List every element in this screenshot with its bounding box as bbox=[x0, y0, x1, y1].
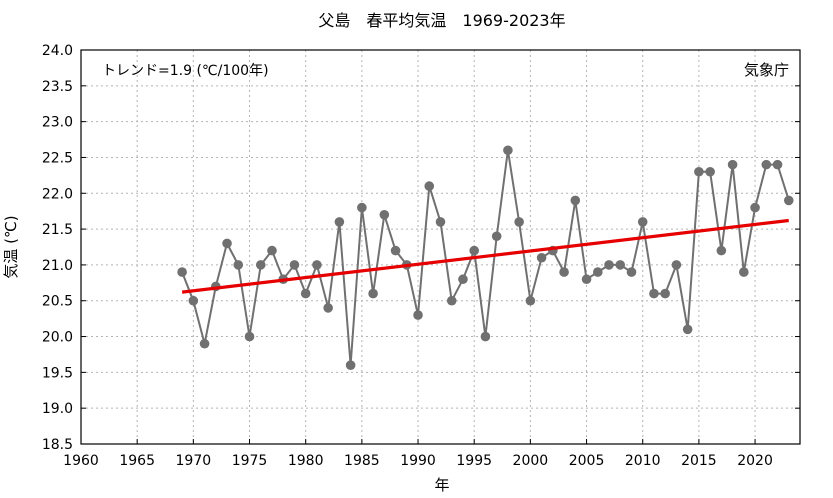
data-point bbox=[727, 159, 738, 170]
x-tick-label: 2005 bbox=[569, 453, 605, 469]
data-point bbox=[525, 295, 536, 306]
x-axis-label: 年 bbox=[434, 476, 449, 494]
plot-frame bbox=[80, 49, 801, 445]
data-point bbox=[446, 295, 457, 306]
data-point bbox=[570, 195, 581, 206]
grid bbox=[81, 50, 800, 444]
data-point bbox=[660, 288, 670, 299]
data-point bbox=[716, 245, 727, 256]
data-point bbox=[592, 267, 603, 277]
x-tick-label: 1965 bbox=[119, 453, 155, 469]
data-point bbox=[424, 181, 435, 191]
data-point bbox=[222, 238, 232, 249]
x-tick-label: 1975 bbox=[232, 453, 268, 469]
data-point bbox=[469, 245, 480, 256]
data-point bbox=[368, 288, 378, 299]
data-point bbox=[379, 209, 390, 220]
data-point bbox=[199, 338, 210, 349]
data-point bbox=[491, 231, 502, 242]
x-tick-label: 2010 bbox=[625, 453, 661, 469]
data-point bbox=[536, 252, 547, 263]
y-tick-label: 22.0 bbox=[42, 186, 73, 202]
x-tick-label: 2000 bbox=[513, 453, 549, 469]
data-point bbox=[357, 202, 367, 213]
y-tick-label: 23.0 bbox=[42, 115, 73, 131]
x-tick-label: 1980 bbox=[288, 453, 324, 469]
trend-label: トレンド=1.9 (℃/100年) bbox=[102, 63, 269, 79]
source-label: 気象庁 bbox=[744, 61, 789, 79]
y-tick-label: 19.5 bbox=[42, 365, 73, 381]
data-point bbox=[514, 217, 524, 227]
data-point bbox=[188, 295, 199, 306]
data-point bbox=[739, 267, 749, 277]
data-point bbox=[705, 166, 715, 177]
data-point bbox=[289, 260, 300, 270]
data-point bbox=[604, 260, 614, 270]
trend-line bbox=[181, 218, 789, 294]
data-point bbox=[233, 260, 244, 270]
data-point bbox=[694, 166, 704, 177]
data-point bbox=[649, 288, 659, 299]
data-point bbox=[267, 245, 277, 256]
data-point bbox=[413, 310, 423, 320]
data-point bbox=[458, 274, 468, 285]
data-point bbox=[244, 331, 255, 342]
chart-title: 父島 春平均気温 1969-2023年 bbox=[318, 11, 565, 30]
data-point bbox=[323, 303, 333, 313]
y-tick-label: 18.5 bbox=[42, 437, 73, 453]
data-point bbox=[503, 145, 513, 156]
data-point bbox=[345, 360, 356, 371]
data-point bbox=[750, 202, 760, 213]
y-tick-label: 19.0 bbox=[42, 401, 73, 417]
x-tick-label: 1990 bbox=[400, 453, 436, 469]
data-point bbox=[435, 217, 446, 227]
y-axis-label: 気温 (℃) bbox=[2, 215, 20, 278]
data-point bbox=[615, 260, 626, 270]
data-point bbox=[312, 260, 322, 270]
x-tick-label: 1960 bbox=[63, 453, 99, 469]
y-tick-label: 20.0 bbox=[42, 330, 73, 346]
x-tick-label: 1970 bbox=[176, 453, 212, 469]
data-point bbox=[559, 267, 569, 277]
x-axis: 1960 1965 1970 1975 1980 1985 1990 1995 2000 2005… bbox=[63, 439, 773, 469]
data-point bbox=[682, 324, 693, 335]
data-point bbox=[300, 288, 311, 299]
data-point bbox=[177, 267, 187, 277]
y-tick-label: 23.5 bbox=[42, 79, 73, 95]
x-tick-label: 2020 bbox=[737, 453, 773, 469]
data-point bbox=[626, 267, 637, 277]
y-tick-label: 21.5 bbox=[42, 222, 73, 238]
y-tick-label: 22.5 bbox=[42, 150, 73, 166]
data-point bbox=[761, 159, 772, 170]
x-tick-label: 1985 bbox=[344, 453, 380, 469]
data-point bbox=[637, 217, 648, 227]
y-tick-label: 24.0 bbox=[42, 43, 73, 59]
data-point bbox=[480, 331, 491, 342]
y-tick-label: 20.5 bbox=[42, 294, 73, 310]
data-point bbox=[783, 195, 794, 206]
y-tick-label: 21.0 bbox=[42, 258, 73, 274]
data-point bbox=[255, 260, 266, 270]
data-point bbox=[581, 274, 592, 285]
data-point bbox=[772, 159, 783, 170]
data-point bbox=[334, 217, 345, 227]
y-axis: 18.5 19.0 19.5 20.0 20.5 21.0 21.5 22.0 22.5 23.0… bbox=[42, 43, 800, 453]
x-tick-label: 2015 bbox=[681, 453, 717, 469]
data-point bbox=[390, 245, 401, 256]
x-tick-label: 1995 bbox=[456, 453, 492, 469]
data-point bbox=[671, 260, 682, 270]
